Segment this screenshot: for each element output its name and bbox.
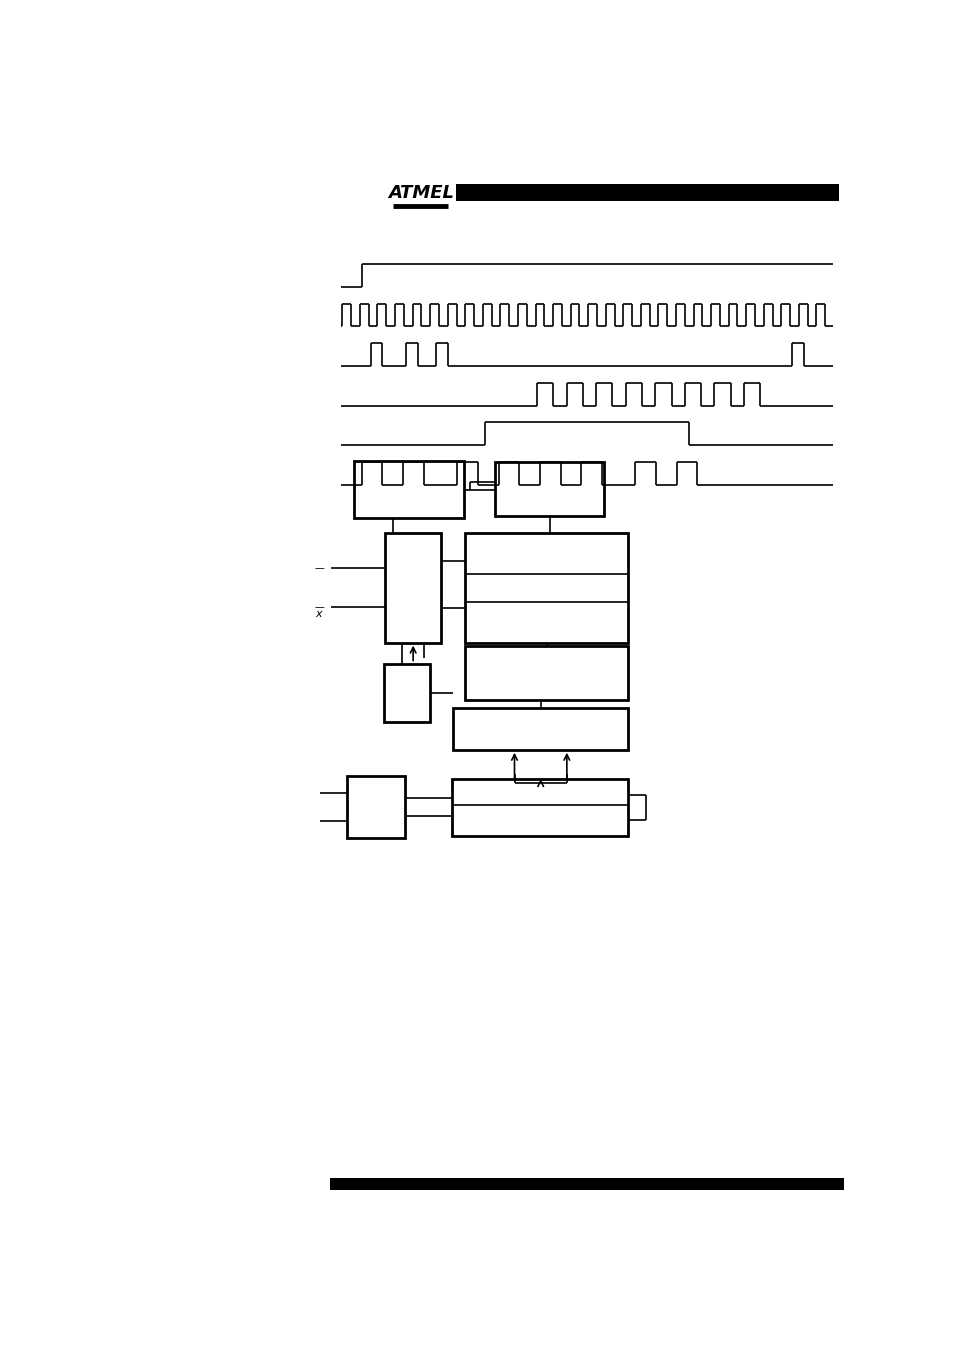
Bar: [465, 646, 627, 700]
Text: ATMEL: ATMEL: [388, 184, 454, 203]
Text: —: —: [314, 603, 324, 612]
Bar: [330, 1178, 842, 1190]
Bar: [456, 185, 838, 201]
Bar: [495, 462, 603, 516]
Bar: [347, 775, 404, 838]
Bar: [354, 461, 463, 517]
Bar: [453, 708, 627, 750]
Bar: [452, 780, 627, 836]
Bar: [465, 534, 627, 643]
Bar: [385, 534, 440, 643]
Text: x: x: [315, 608, 322, 619]
Bar: [383, 663, 429, 721]
Text: —: —: [314, 563, 324, 573]
